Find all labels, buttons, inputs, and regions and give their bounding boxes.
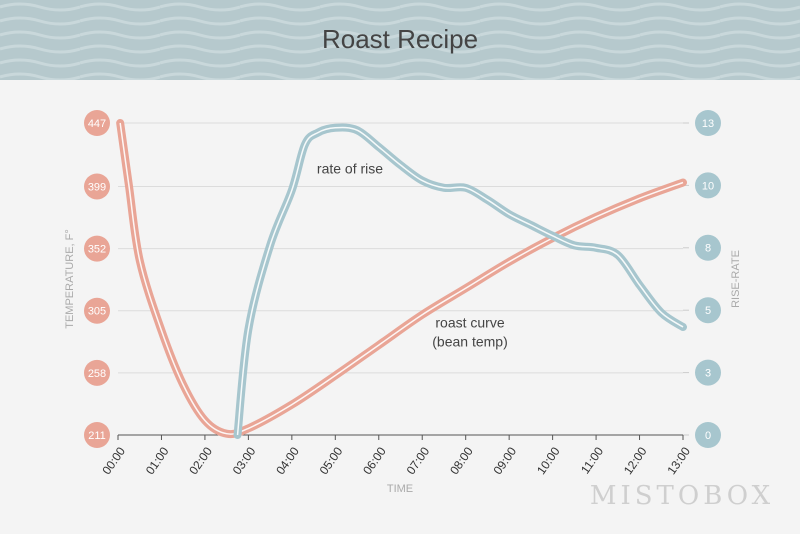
watermark: MISTOBOX <box>590 481 774 511</box>
y-tick-label: 305 <box>88 306 106 318</box>
y2-tick-label: 3 <box>705 368 711 380</box>
series-line-highlight <box>236 126 684 436</box>
y-tick-badge <box>84 359 110 386</box>
y-tick-label: 258 <box>88 368 106 380</box>
y2-tick-label: 8 <box>705 243 711 255</box>
y2-tick-badge <box>695 422 721 448</box>
y2-tick-badge <box>695 172 721 199</box>
y2-tick-label: 13 <box>702 118 714 130</box>
y-tick-label: 447 <box>88 118 106 130</box>
y-tick-badge <box>84 173 110 200</box>
annotation: rate of rise <box>317 161 383 177</box>
x-axis-label: TIME <box>387 483 413 495</box>
y2-tick-label: 5 <box>705 305 711 317</box>
y-axis-label: TEMPERATURE, F° <box>64 229 76 329</box>
y-tick-label: 352 <box>88 243 106 255</box>
y2-tick-label: 10 <box>702 180 714 192</box>
y-tick-badge <box>84 422 110 448</box>
y-tick-badge <box>84 235 110 262</box>
y-tick-badge <box>84 297 110 324</box>
annotation: roast curve <box>435 315 504 331</box>
y2-tick-label: 0 <box>705 430 711 442</box>
y-tick-label: 399 <box>88 181 106 193</box>
y2-tick-badge <box>695 234 721 261</box>
y2-tick-badge <box>695 359 721 386</box>
y-tick-label: 211 <box>88 430 106 442</box>
y-tick-badge <box>84 110 110 136</box>
annotation: (bean temp) <box>432 334 507 350</box>
y2-axis-label: RISE-RATE <box>730 250 742 308</box>
y2-tick-badge <box>695 297 721 324</box>
chart-title: Roast Recipe <box>322 24 478 54</box>
header-waves <box>0 0 800 80</box>
y2-tick-badge <box>695 110 721 136</box>
